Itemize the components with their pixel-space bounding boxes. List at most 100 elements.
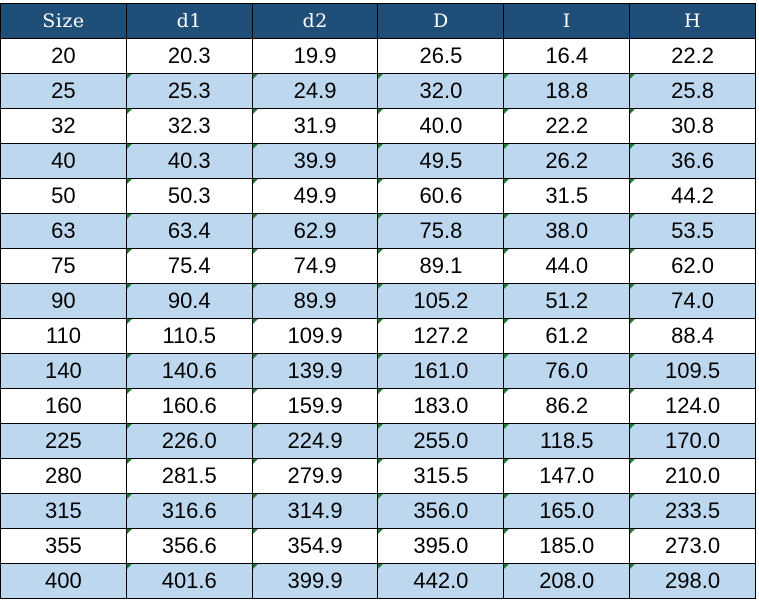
cell-d2[interactable]: 109.9 [251,318,379,354]
cell-I[interactable]: 26.2 [503,143,631,179]
cell-D[interactable]: 356.0 [377,493,505,529]
cell-d2[interactable]: 159.9 [251,388,379,424]
cell-D[interactable]: 127.2 [377,318,505,354]
cell-size[interactable]: 225 [0,423,127,459]
cell-H[interactable]: 62.0 [629,248,756,284]
cell-size[interactable]: 75 [0,248,127,284]
cell-d2[interactable]: 39.9 [251,143,379,179]
cell-size[interactable]: 90 [0,283,127,319]
cell-d1[interactable]: 25.3 [125,73,253,109]
cell-I[interactable]: 61.2 [503,318,631,354]
cell-size[interactable]: 50 [0,178,127,214]
cell-H[interactable]: 124.0 [629,388,756,424]
cell-I[interactable]: 38.0 [503,213,631,249]
cell-d2[interactable]: 89.9 [251,283,379,319]
cell-D[interactable]: 315.5 [377,458,505,494]
cell-H[interactable]: 36.6 [629,143,756,179]
cell-d1[interactable]: 63.4 [125,213,253,249]
cell-D[interactable]: 161.0 [377,353,505,389]
cell-I[interactable]: 18.8 [503,73,631,109]
cell-d1[interactable]: 90.4 [125,283,253,319]
cell-H[interactable]: 22.2 [629,38,756,74]
cell-I[interactable]: 31.5 [503,178,631,214]
cell-D[interactable]: 60.6 [377,178,505,214]
cell-D[interactable]: 255.0 [377,423,505,459]
cell-H[interactable]: 88.4 [629,318,756,354]
cell-I[interactable]: 147.0 [503,458,631,494]
cell-H[interactable]: 25.8 [629,73,756,109]
cell-d2[interactable]: 279.9 [251,458,379,494]
cell-I[interactable]: 16.4 [503,38,631,74]
cell-d2[interactable]: 74.9 [251,248,379,284]
cell-size[interactable]: 25 [0,73,127,109]
cell-I[interactable]: 22.2 [503,108,631,144]
cell-size[interactable]: 110 [0,318,127,354]
cell-size[interactable]: 20 [0,38,127,74]
cell-I[interactable]: 76.0 [503,353,631,389]
cell-d1[interactable]: 140.6 [125,353,253,389]
header-cell-d1[interactable]: d1 [125,3,253,39]
cell-d1[interactable]: 160.6 [125,388,253,424]
cell-H[interactable]: 74.0 [629,283,756,319]
cell-d2[interactable]: 62.9 [251,213,379,249]
cell-H[interactable]: 44.2 [629,178,756,214]
cell-d1[interactable]: 281.5 [125,458,253,494]
cell-size[interactable]: 140 [0,353,127,389]
cell-D[interactable]: 40.0 [377,108,505,144]
cell-I[interactable]: 86.2 [503,388,631,424]
cell-D[interactable]: 49.5 [377,143,505,179]
cell-size[interactable]: 355 [0,528,127,564]
cell-size[interactable]: 400 [0,563,127,599]
cell-size[interactable]: 40 [0,143,127,179]
cell-d2[interactable]: 399.9 [251,563,379,599]
header-cell-D[interactable]: D [377,3,505,39]
cell-H[interactable]: 30.8 [629,108,756,144]
cell-D[interactable]: 26.5 [377,38,505,74]
cell-D[interactable]: 105.2 [377,283,505,319]
cell-I[interactable]: 118.5 [503,423,631,459]
cell-I[interactable]: 185.0 [503,528,631,564]
cell-I[interactable]: 208.0 [503,563,631,599]
cell-H[interactable]: 53.5 [629,213,756,249]
header-cell-d2[interactable]: d2 [251,3,379,39]
header-cell-size[interactable]: Size [0,3,127,39]
cell-d1[interactable]: 40.3 [125,143,253,179]
cell-D[interactable]: 183.0 [377,388,505,424]
cell-d2[interactable]: 314.9 [251,493,379,529]
cell-D[interactable]: 395.0 [377,528,505,564]
cell-size[interactable]: 280 [0,458,127,494]
cell-d2[interactable]: 31.9 [251,108,379,144]
cell-H[interactable]: 109.5 [629,353,756,389]
cell-d1[interactable]: 75.4 [125,248,253,284]
cell-I[interactable]: 44.0 [503,248,631,284]
cell-d2[interactable]: 49.9 [251,178,379,214]
cell-H[interactable]: 298.0 [629,563,756,599]
cell-H[interactable]: 210.0 [629,458,756,494]
cell-H[interactable]: 233.5 [629,493,756,529]
cell-d1[interactable]: 401.6 [125,563,253,599]
cell-I[interactable]: 165.0 [503,493,631,529]
cell-D[interactable]: 89.1 [377,248,505,284]
cell-D[interactable]: 442.0 [377,563,505,599]
cell-d2[interactable]: 19.9 [251,38,379,74]
cell-d1[interactable]: 32.3 [125,108,253,144]
cell-size[interactable]: 160 [0,388,127,424]
cell-d1[interactable]: 50.3 [125,178,253,214]
header-cell-I[interactable]: I [503,3,631,39]
cell-d1[interactable]: 110.5 [125,318,253,354]
cell-D[interactable]: 75.8 [377,213,505,249]
cell-d1[interactable]: 226.0 [125,423,253,459]
cell-size[interactable]: 32 [0,108,127,144]
cell-D[interactable]: 32.0 [377,73,505,109]
cell-H[interactable]: 273.0 [629,528,756,564]
cell-H[interactable]: 170.0 [629,423,756,459]
cell-d2[interactable]: 24.9 [251,73,379,109]
cell-d1[interactable]: 20.3 [125,38,253,74]
cell-d2[interactable]: 224.9 [251,423,379,459]
cell-I[interactable]: 51.2 [503,283,631,319]
cell-d1[interactable]: 356.6 [125,528,253,564]
cell-d2[interactable]: 139.9 [251,353,379,389]
header-cell-H[interactable]: H [629,3,756,39]
cell-size[interactable]: 315 [0,493,127,529]
cell-size[interactable]: 63 [0,213,127,249]
